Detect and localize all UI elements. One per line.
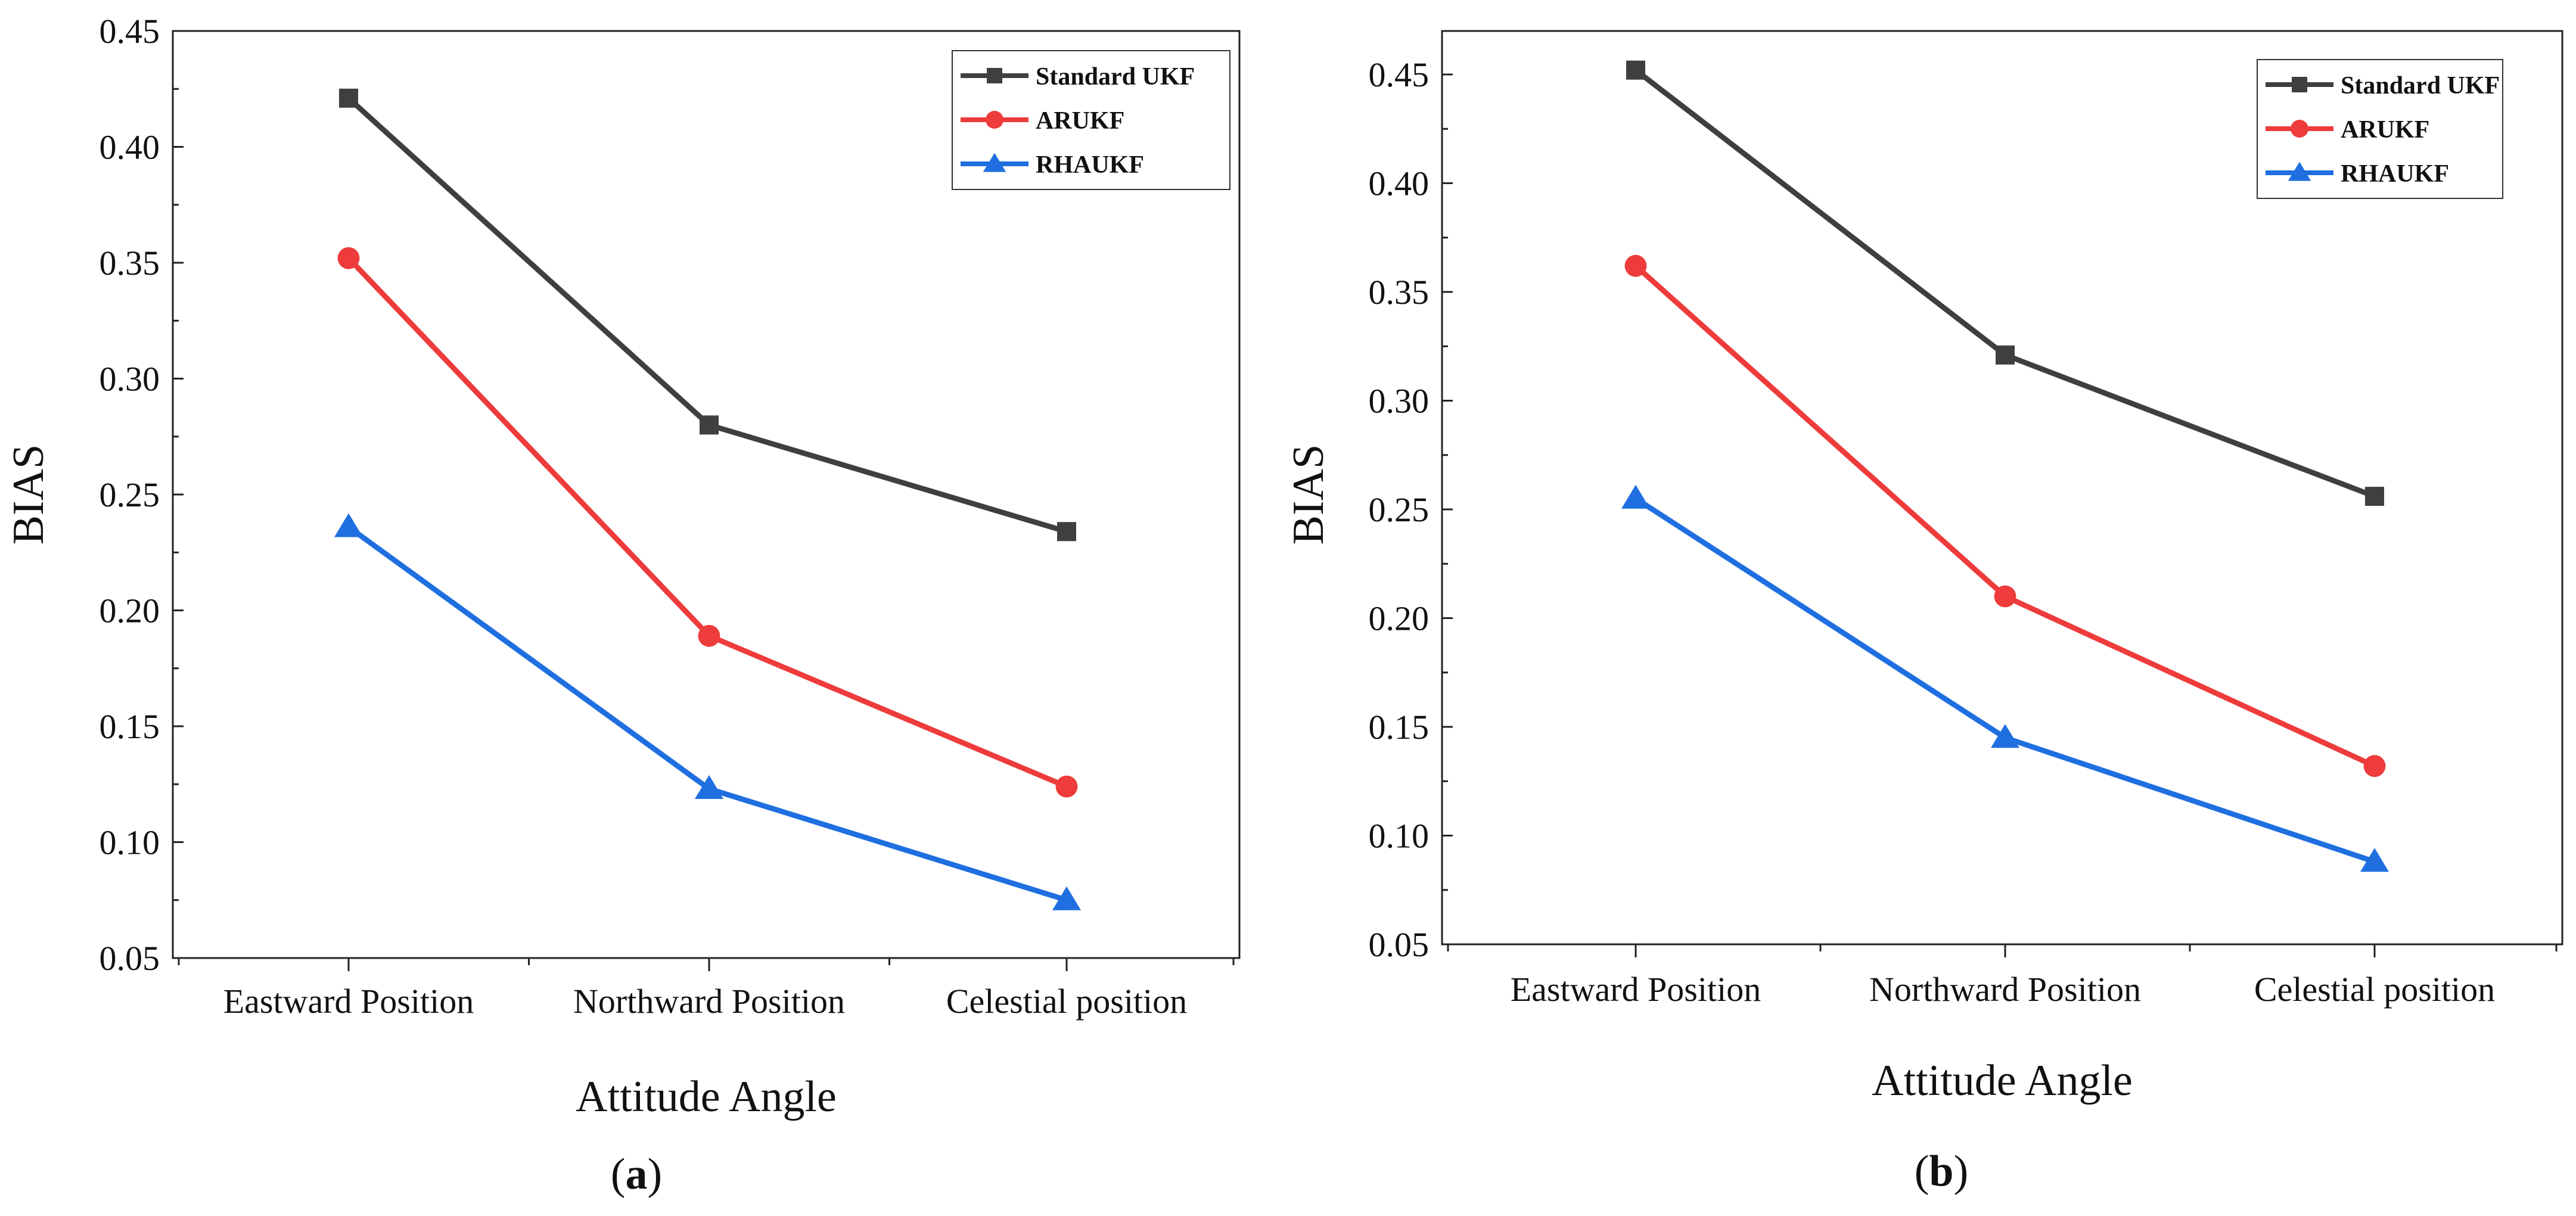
- y-tick-label: 0.05: [100, 939, 160, 978]
- x-axis-title: Attitude Angle: [1872, 1056, 2133, 1105]
- data-point: [695, 775, 723, 800]
- x-tick-label: Northward Position: [573, 982, 845, 1021]
- data-point: [700, 415, 719, 435]
- data-point: [339, 88, 358, 108]
- caption-paren: (: [1915, 1147, 1929, 1196]
- caption-paren: (: [611, 1150, 626, 1199]
- caption-letter: b: [1929, 1147, 1953, 1196]
- y-tick-label: 0.45: [1369, 55, 1430, 94]
- y-tick-label: 0.20: [100, 592, 160, 630]
- series-standard-ukf: [1626, 60, 2384, 506]
- data-point: [1994, 585, 2016, 608]
- x-tick-label: Northward Position: [1869, 970, 2141, 1009]
- data-point: [1624, 254, 1647, 277]
- legend: Standard UKF ARUKF RHAUKF: [2257, 59, 2503, 199]
- legend-label: Standard UKF: [1036, 63, 1195, 91]
- y-tick-label: 0.05: [1369, 925, 1430, 964]
- chart-panel-b: 0.05 0.10 0.15 0.20 0.25 0.30 0.35 0.40 0.45 East…: [1284, 30, 2563, 1196]
- data-point: [1057, 522, 1076, 542]
- legend-label: ARUKF: [2341, 116, 2429, 144]
- y-tick-label: 0.45: [100, 12, 160, 51]
- caption-letter: a: [626, 1150, 648, 1199]
- series-line: [346, 256, 1068, 789]
- y-tick-label: 0.10: [1369, 817, 1430, 856]
- y-axis-title: BIAS: [1284, 444, 1333, 545]
- legend-marker: [2288, 161, 2311, 181]
- series-line: [1634, 496, 2376, 864]
- legend-label: ARUKF: [1036, 107, 1124, 135]
- data-point: [334, 513, 363, 537]
- series-arukf: [1624, 254, 2386, 778]
- series-line: [1633, 263, 2376, 769]
- y-tick-label: 0.15: [1369, 708, 1430, 747]
- x-axis-title: Attitude Angle: [576, 1072, 837, 1121]
- data-point: [698, 624, 720, 647]
- legend-marker: [986, 111, 1003, 129]
- y-tick-label: 0.25: [100, 475, 160, 514]
- y-tick-label: 0.40: [100, 128, 160, 167]
- series-rhaukf: [1621, 484, 2389, 872]
- x-tick-label: Eastward Position: [223, 982, 474, 1021]
- series-rhaukf: [334, 513, 1081, 910]
- legend-label: RHAUKF: [2341, 160, 2449, 188]
- data-point: [1996, 345, 2015, 365]
- legend: Standard UKF ARUKF RHAUKF: [952, 50, 1230, 190]
- plot-frame: [1441, 30, 2563, 946]
- caption-paren: ): [648, 1150, 663, 1199]
- legend-marker: [2292, 77, 2307, 92]
- y-tick-label: 0.15: [100, 707, 160, 746]
- legend-marker: [2291, 120, 2308, 138]
- series-arukf: [337, 247, 1078, 798]
- y-tick-label: 0.25: [1369, 490, 1430, 529]
- y-tick-label: 0.35: [100, 244, 160, 282]
- series-line: [347, 524, 1068, 903]
- y-tick-label: 0.30: [1369, 382, 1430, 421]
- y-tick-label: 0.35: [1369, 273, 1430, 312]
- data-point: [1052, 886, 1081, 910]
- data-point: [2363, 755, 2386, 778]
- data-point: [1055, 775, 1078, 798]
- x-tick-label: Celestial position: [2254, 970, 2495, 1009]
- data-point: [337, 247, 360, 269]
- legend-marker: [983, 153, 1006, 172]
- data-point: [1626, 60, 1645, 80]
- legend-marker: [987, 68, 1002, 83]
- chart-panel-a: 0.05 0.10 0.15 0.20 0.25 0.30 0.35 0.40 0.45 East…: [4, 12, 1241, 1199]
- legend-label: RHAUKF: [1036, 151, 1144, 179]
- y-axis-title: BIAS: [4, 444, 53, 545]
- series-standard-ukf: [339, 88, 1076, 542]
- panel-caption: (a): [611, 1150, 662, 1199]
- data-point: [2360, 848, 2389, 872]
- y-tick-label: 0.40: [1369, 164, 1430, 203]
- caption-paren: ): [1954, 1147, 1969, 1196]
- data-point: [2365, 487, 2384, 506]
- y-tick-label: 0.10: [100, 823, 160, 862]
- x-tick-label: Eastward Position: [1511, 970, 1761, 1009]
- y-tick-label: 0.20: [1369, 599, 1430, 638]
- y-tick-label: 0.30: [100, 360, 160, 399]
- panel-caption: (b): [1915, 1147, 1968, 1196]
- x-tick-label: Celestial position: [946, 982, 1187, 1021]
- data-point: [1621, 484, 1650, 509]
- legend-label: Standard UKF: [2341, 72, 2500, 99]
- data-point: [1991, 724, 2019, 748]
